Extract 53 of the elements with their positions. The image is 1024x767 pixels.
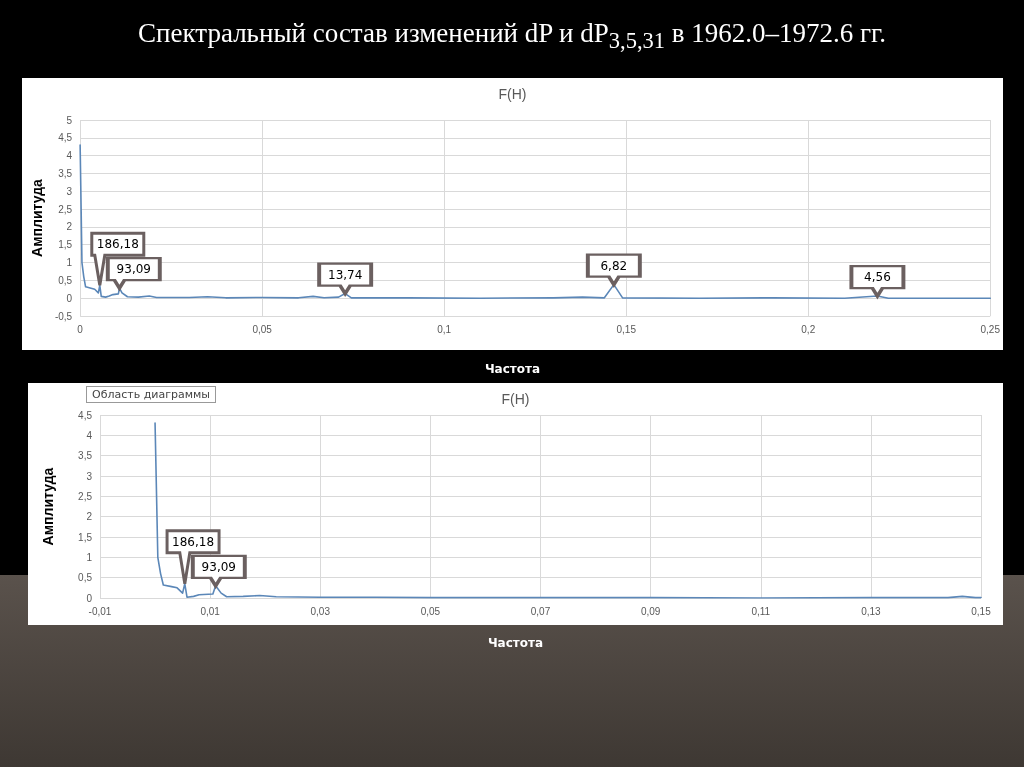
x-tick-label: 0,01 [200,605,221,617]
y-tick-label: 1 [66,257,73,269]
x-tick-label: -0,01 [88,605,112,617]
line-series [79,144,992,299]
line-series [154,422,982,599]
x-tick-label: 0,05 [420,605,441,617]
y-tick-label: 1,5 [78,531,93,543]
y-tick-label: 3,5 [58,167,73,179]
y-tick-label: 4 [66,150,73,162]
x-tick-label: 0,15 [971,605,992,617]
y-tick-label: 1,5 [58,239,73,251]
annotation: 186,18 [96,237,139,252]
y-axis-title: Амплитуда [29,178,45,257]
text: Спектральный состав изменений dP и dP$_{3,5,31}$ в 1962.0–1972.6 гг. [137,18,887,55]
y-tick-label: 4 [86,429,93,441]
y-axis-title: Амплитуда [40,467,56,546]
x-tick-label: 0,2 [801,323,816,335]
chart-title: F(H) [498,86,527,102]
y-tick-label: 2,5 [78,490,93,502]
y-tick-label: 0 [86,592,93,604]
x-tick-label: 0,03 [310,605,331,617]
y-tick-label: -0,5 [54,310,73,322]
annotation: 93,09 [116,262,151,277]
annotation: 186,18 [172,534,215,549]
annotation: 13,74 [327,267,363,282]
annotation: 6,82 [600,258,628,273]
y-tick-label: 1 [86,551,93,563]
y-tick-label: 3 [66,185,73,197]
chart-title: F(H) [501,391,530,407]
x-tick-label: 0,05 [252,323,273,335]
x-tick-label: 0,15 [616,323,637,335]
x-axis-title: Частота [483,362,542,376]
y-tick-label: 2,5 [58,203,73,215]
x-tick-label: 0,13 [861,605,882,617]
x-tick-label: 0,1 [437,323,452,335]
text: Область диаграммы [86,386,216,403]
y-tick-label: 4,5 [58,132,73,144]
x-tick-label: 0,25 [980,323,1001,335]
y-tick-label: 5 [66,114,73,126]
y-tick-label: 0,5 [58,274,73,286]
y-tick-label: 4,5 [78,409,93,421]
x-tick-label: 0,09 [640,605,661,617]
y-tick-label: 2 [86,511,93,523]
x-tick-label: 0,07 [530,605,551,617]
y-tick-label: 0,5 [78,572,93,584]
x-tick-label: 0,11 [751,605,771,617]
y-tick-label: 3 [86,470,93,482]
y-tick-label: 0 [66,292,73,304]
y-tick-label: 3,5 [78,450,93,462]
annotation: 4,56 [864,270,891,285]
x-axis-title: Частота [486,636,545,650]
y-tick-label: 2 [66,221,73,233]
annotation: 93,09 [201,559,236,574]
